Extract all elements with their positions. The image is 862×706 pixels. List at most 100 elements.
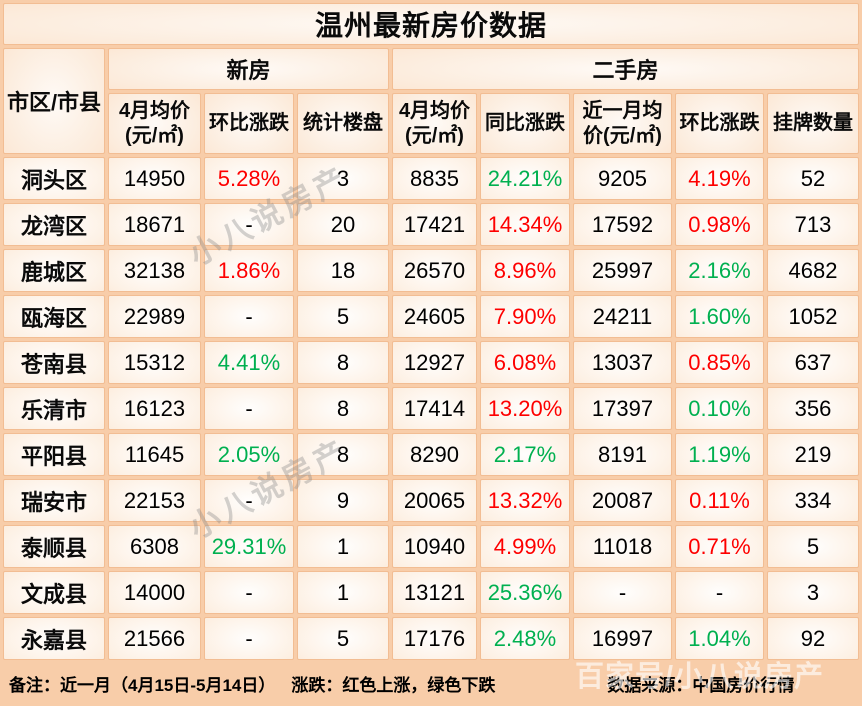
value-cell: 11018: [573, 525, 672, 568]
value-cell: 219: [767, 433, 860, 476]
table-row: 文成县 14000-1 13121 25.36% - -3: [3, 571, 860, 614]
value-cell: 1.86%: [204, 249, 294, 292]
value-cell: 4.41%: [204, 341, 294, 384]
region-name-cell: 文成县: [3, 571, 105, 614]
value-cell: 14.34%: [480, 203, 570, 246]
value-cell: 24605: [392, 295, 477, 338]
value-cell: 2.48%: [480, 617, 570, 660]
value-cell: 8.96%: [480, 249, 570, 292]
value-cell: -: [204, 387, 294, 430]
value-cell: 92: [767, 617, 860, 660]
value-cell: -: [204, 295, 294, 338]
value-cell: 5: [297, 295, 389, 338]
value-cell: 24.21%: [480, 157, 570, 200]
value-cell: -: [573, 571, 672, 614]
value-cell: 17397: [573, 387, 672, 430]
value-cell: 334: [767, 479, 860, 522]
value-cell: 17592: [573, 203, 672, 246]
table-row: 乐清市 16123-8 17414 13.20% 17397 0.10% 356: [3, 387, 860, 430]
value-cell: 7.90%: [480, 295, 570, 338]
value-cell: 17414: [392, 387, 477, 430]
value-cell: -: [675, 571, 764, 614]
value-cell: 5.28%: [204, 157, 294, 200]
table-body: 洞头区 14950 5.28% 3 8835 24.21% 9205 4.19% 52 龙湾区 18…: [3, 157, 860, 660]
value-cell: 8: [297, 387, 389, 430]
value-cell: 20: [297, 203, 389, 246]
column-header-used-mom-change: 环比涨跌: [675, 93, 764, 154]
value-cell: 9: [297, 479, 389, 522]
value-cell: 14000: [108, 571, 201, 614]
value-cell: 24211: [573, 295, 672, 338]
value-cell: 1: [297, 571, 389, 614]
value-cell: 4.99%: [480, 525, 570, 568]
value-cell: 1: [297, 525, 389, 568]
column-header-new-avg-price: 4月均价 (元/㎡): [108, 93, 201, 154]
value-cell: 10940: [392, 525, 477, 568]
value-cell: 13037: [573, 341, 672, 384]
value-cell: 4.19%: [675, 157, 764, 200]
value-cell: 15312: [108, 341, 201, 384]
value-cell: 5: [297, 617, 389, 660]
value-cell: 2.17%: [480, 433, 570, 476]
region-name-cell: 洞头区: [3, 157, 105, 200]
value-cell: 17176: [392, 617, 477, 660]
table-row: 瑞安市 22153-9 20065 13.32% 20087 0.11% 334: [3, 479, 860, 522]
column-header-projects-counted: 统计楼盘: [297, 93, 389, 154]
region-name-cell: 瑞安市: [3, 479, 105, 522]
value-cell: 17421: [392, 203, 477, 246]
title-row: 温州最新房价数据: [3, 3, 860, 45]
footnote-note: 备注：近一月（4月15日-5月14日）: [9, 675, 276, 695]
value-cell: 18: [297, 249, 389, 292]
value-cell: 8: [297, 433, 389, 476]
footnote-data-source: 数据来源：中国房价行情: [607, 675, 795, 695]
value-cell: 1052: [767, 295, 860, 338]
value-cell: 0.71%: [675, 525, 764, 568]
page-title: 温州最新房价数据: [3, 3, 860, 45]
value-cell: 3: [297, 157, 389, 200]
value-cell: 2.16%: [675, 249, 764, 292]
table-row: 洞头区 14950 5.28% 3 8835 24.21% 9205 4.19% 52: [3, 157, 860, 200]
column-header-new-mom-change: 环比涨跌: [204, 93, 294, 154]
value-cell: 3: [767, 571, 860, 614]
value-cell: 20065: [392, 479, 477, 522]
table-row: 龙湾区 18671-20 17421 14.34% 17592 0.98% 713: [3, 203, 860, 246]
corner-header: 市区/市县: [3, 48, 105, 154]
price-table: 温州最新房价数据 市区/市县 新房 二手房 4月均价 (元/㎡) 环比涨跌 统计…: [3, 3, 860, 660]
value-cell: 2.05%: [204, 433, 294, 476]
value-cell: 4682: [767, 249, 860, 292]
value-cell: 13121: [392, 571, 477, 614]
value-cell: 6308: [108, 525, 201, 568]
table-row: 鹿城区 32138 1.86% 18 26570 8.96% 25997 2.16% 4682: [3, 249, 860, 292]
value-cell: 29.31%: [204, 525, 294, 568]
value-cell: 12927: [392, 341, 477, 384]
value-cell: 1.04%: [675, 617, 764, 660]
region-name-cell: 苍南县: [3, 341, 105, 384]
table-row: 泰顺县 6308 29.31% 1 10940 4.99% 11018 0.71% 5: [3, 525, 860, 568]
value-cell: 0.11%: [675, 479, 764, 522]
value-cell: 0.10%: [675, 387, 764, 430]
value-cell: 713: [767, 203, 860, 246]
value-cell: 26570: [392, 249, 477, 292]
value-cell: 22153: [108, 479, 201, 522]
region-name-cell: 瓯海区: [3, 295, 105, 338]
column-header-last-month-avg: 近一月均 价(元/㎡): [573, 93, 672, 154]
value-cell: 9205: [573, 157, 672, 200]
value-cell: 22989: [108, 295, 201, 338]
value-cell: 16123: [108, 387, 201, 430]
value-cell: 0.98%: [675, 203, 764, 246]
region-name-cell: 平阳县: [3, 433, 105, 476]
value-cell: 8191: [573, 433, 672, 476]
value-cell: 1.60%: [675, 295, 764, 338]
value-cell: 11645: [108, 433, 201, 476]
value-cell: 8: [297, 341, 389, 384]
region-name-cell: 乐清市: [3, 387, 105, 430]
table-row: 永嘉县 21566-5 17176 2.48% 16997 1.04% 92: [3, 617, 860, 660]
value-cell: -: [204, 617, 294, 660]
region-name-cell: 鹿城区: [3, 249, 105, 292]
column-header-used-avg-price: 4月均价 (元/㎡): [392, 93, 477, 154]
footnote-color-legend: 涨跌：红色上涨，绿色下跌: [291, 675, 496, 695]
value-cell: 13.20%: [480, 387, 570, 430]
value-cell: 14950: [108, 157, 201, 200]
value-cell: -: [204, 571, 294, 614]
value-cell: 637: [767, 341, 860, 384]
